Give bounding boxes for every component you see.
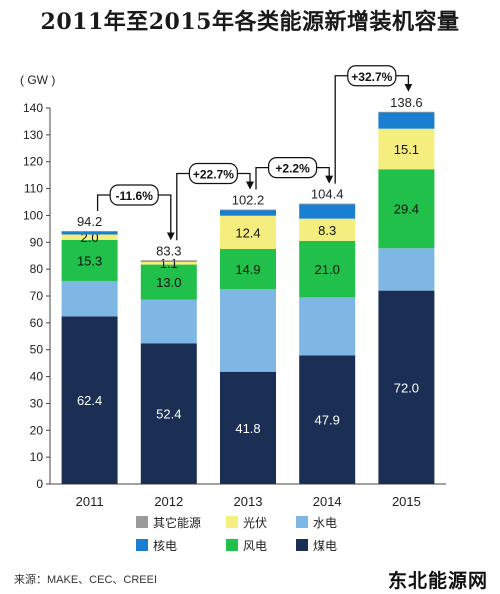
data-label: 52.4 — [156, 407, 181, 422]
legend-label: 光伏 — [243, 516, 267, 530]
change-badge — [109, 184, 159, 206]
legend-swatch — [136, 516, 148, 528]
bar-segment — [61, 231, 118, 232]
bar-segment — [378, 112, 435, 129]
legend-label: 核电 — [153, 539, 177, 553]
bar-segment — [140, 343, 197, 484]
legend-label: 水电 — [313, 516, 337, 530]
y-tick-label: 10 — [30, 450, 44, 464]
bar-segment — [299, 203, 356, 205]
bar-segment — [140, 264, 197, 300]
bar-segment — [140, 299, 197, 344]
change-label: +2.2% — [275, 162, 310, 176]
y-tick-label: 40 — [30, 370, 44, 384]
data-label: 8.3 — [318, 223, 336, 238]
x-tick-label: 2012 — [154, 494, 183, 509]
legend-swatch — [296, 516, 308, 528]
bar-segment — [299, 218, 356, 241]
bar-segment — [220, 215, 276, 249]
bar-segment — [140, 260, 197, 262]
y-tick-label: 0 — [36, 477, 43, 491]
x-tick-label: 2015 — [392, 494, 421, 509]
total-label: 104.4 — [311, 187, 344, 202]
change-badge — [347, 65, 397, 87]
y-tick-label: 130 — [23, 128, 43, 142]
change-label: -11.6% — [116, 189, 154, 203]
total-label: 138.6 — [390, 95, 423, 110]
y-tick-label: 100 — [23, 208, 43, 222]
watermark: 东北能源网 — [388, 571, 489, 592]
bar-segment — [61, 316, 118, 484]
change-label: +32.7% — [351, 70, 392, 84]
bar-segment — [220, 249, 276, 290]
y-tick-label: 60 — [30, 316, 44, 330]
x-tick-label: 2014 — [313, 494, 342, 509]
data-label: 72.0 — [394, 380, 419, 395]
bar-segment — [378, 248, 435, 291]
data-label: 12.4 — [235, 225, 260, 240]
data-label: 15.1 — [394, 142, 419, 157]
total-label: 102.2 — [232, 193, 265, 208]
bar-segment — [378, 111, 435, 113]
legend-label: 风电 — [243, 539, 267, 553]
legend-swatch — [226, 539, 238, 551]
y-tick-label: 30 — [30, 396, 44, 410]
bar-segment — [61, 239, 118, 281]
legend-label: 其它能源 — [153, 515, 201, 530]
change-label: +22.7% — [193, 168, 234, 182]
y-tick-label: 140 — [23, 101, 43, 115]
data-label: 1.1 — [160, 256, 178, 271]
total-label: 83.3 — [156, 243, 181, 258]
bar-segment — [140, 260, 197, 262]
bar-segment — [378, 169, 435, 249]
bar-segment — [299, 203, 356, 219]
y-tick-label: 110 — [24, 182, 43, 196]
y-tick-label: 120 — [23, 155, 43, 169]
legend-swatch — [136, 539, 148, 551]
bar-segment — [61, 231, 118, 235]
change-badge — [268, 157, 318, 179]
y-tick-label: 70 — [30, 289, 44, 303]
data-label: 62.4 — [77, 393, 102, 408]
bar-segment — [378, 128, 435, 170]
data-label: 13.0 — [156, 275, 181, 290]
bar-segment — [220, 289, 276, 372]
data-label: 15.3 — [77, 253, 102, 268]
source-note: 来源：MAKE、CEC、CREEI — [14, 574, 158, 586]
bar-segment — [378, 290, 435, 484]
data-label: 14.9 — [235, 262, 260, 277]
legend-swatch — [226, 516, 238, 528]
legend-swatch — [296, 539, 308, 551]
bar-segment — [140, 261, 197, 265]
x-tick-label: 2013 — [234, 494, 263, 509]
x-tick-label: 2011 — [76, 494, 104, 509]
y-tick-label: 90 — [30, 235, 44, 249]
y-axis-unit: ( GW ) — [20, 73, 55, 87]
y-tick-label: 50 — [30, 343, 44, 357]
bar-segment — [299, 297, 356, 356]
bar-segment — [220, 371, 276, 484]
bar-segment — [220, 209, 276, 211]
bar-segment — [299, 355, 356, 484]
data-label: 41.8 — [235, 421, 260, 436]
data-label: 21.0 — [315, 262, 340, 277]
y-tick-label: 80 — [30, 262, 44, 276]
bar-segment — [61, 234, 118, 240]
y-tick-label: 20 — [30, 423, 44, 437]
bar-segment — [61, 280, 118, 317]
bar-segment — [299, 240, 356, 298]
data-label: 29.4 — [394, 202, 419, 217]
change-badge — [188, 162, 238, 185]
total-label: 94.2 — [77, 214, 102, 229]
legend-label: 煤电 — [313, 539, 337, 553]
data-label: 47.9 — [315, 413, 340, 428]
bar-segment — [220, 209, 276, 216]
chart-title: 2011年至2015年各类能源新增装机容量 — [40, 9, 460, 35]
